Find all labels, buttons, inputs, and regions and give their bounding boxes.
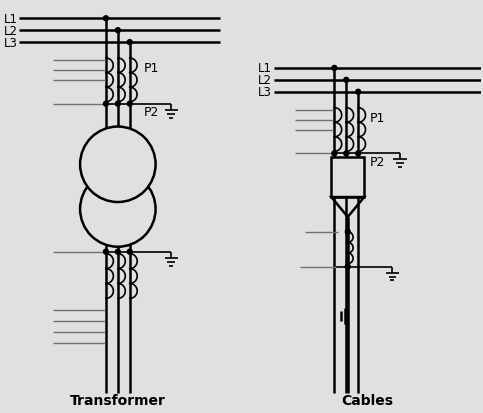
Circle shape — [128, 102, 132, 107]
Circle shape — [115, 249, 120, 254]
Text: L1: L1 — [3, 13, 17, 26]
Circle shape — [80, 127, 156, 202]
Text: P2: P2 — [143, 106, 159, 119]
Circle shape — [332, 152, 337, 157]
Text: Cables: Cables — [341, 393, 394, 407]
Text: L2: L2 — [3, 25, 17, 38]
Circle shape — [103, 102, 108, 107]
Text: L2: L2 — [258, 74, 272, 87]
Circle shape — [355, 152, 361, 157]
Circle shape — [355, 90, 361, 95]
Circle shape — [344, 152, 349, 157]
Text: Transformer: Transformer — [70, 393, 166, 407]
Circle shape — [103, 17, 108, 22]
Text: L1: L1 — [258, 62, 272, 75]
Text: P2: P2 — [370, 155, 385, 169]
Circle shape — [115, 102, 120, 107]
Circle shape — [332, 66, 337, 71]
Circle shape — [128, 249, 132, 254]
Text: P1: P1 — [370, 112, 385, 125]
Text: P1: P1 — [143, 62, 159, 75]
Bar — [331, 158, 364, 197]
Circle shape — [115, 28, 120, 33]
Text: L3: L3 — [3, 36, 17, 50]
Circle shape — [80, 172, 156, 247]
Circle shape — [345, 264, 350, 269]
Circle shape — [344, 78, 349, 83]
Text: L3: L3 — [258, 86, 272, 99]
Circle shape — [103, 249, 108, 254]
Circle shape — [345, 230, 350, 235]
Circle shape — [128, 40, 132, 45]
